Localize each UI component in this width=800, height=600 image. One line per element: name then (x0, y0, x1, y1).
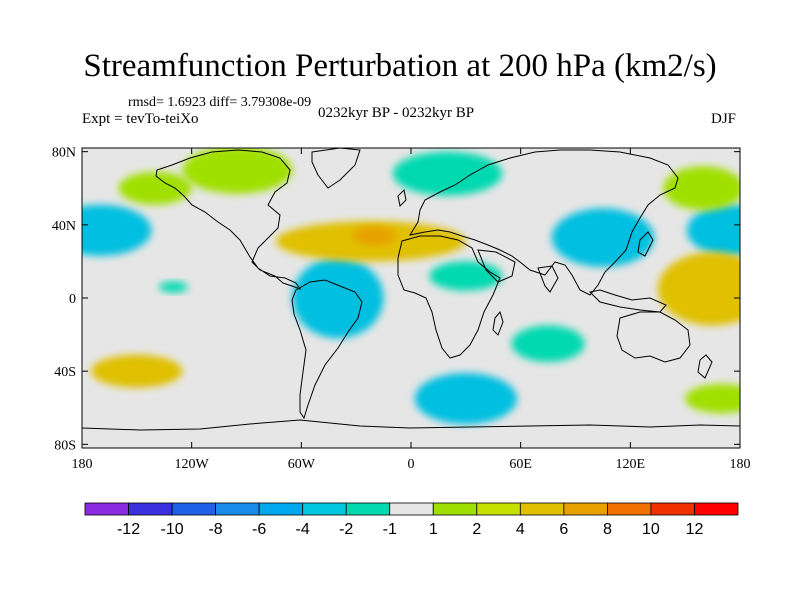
anomaly-field (82, 148, 740, 425)
colorbar-swatch (84, 502, 129, 516)
colorbar-swatch (215, 502, 260, 516)
lon-tick-label: 60W (288, 457, 316, 472)
anomaly-region (91, 354, 183, 388)
colorbar-swatch (128, 502, 173, 516)
anomaly-region (352, 226, 397, 245)
coast-greenland (311, 148, 361, 189)
anomaly-region (118, 171, 192, 205)
experiment-label: Expt = tevTo-teiXo (82, 111, 199, 127)
anomaly-region (414, 373, 518, 425)
lon-tick-label: 120W (175, 457, 210, 472)
anomaly-region (511, 325, 585, 363)
anomaly-region (429, 261, 503, 291)
coast-australia (616, 311, 691, 363)
colorbar-swatch (607, 502, 652, 516)
colorbar-label: -8 (208, 521, 222, 538)
coast-north-america (155, 149, 302, 291)
coast-africa (397, 235, 501, 359)
colorbar-swatch (258, 502, 304, 516)
colorbar-swatch (302, 502, 347, 516)
coast-arabia (477, 249, 516, 283)
colorbar-swatch (650, 502, 695, 516)
map-axes: 180 120W 60W 0 60E 120E 180 80N 40N 0 40S 80S (52, 146, 751, 472)
coastlines (82, 148, 740, 431)
colorbar-label: 6 (559, 521, 568, 538)
colorbar-swatch (345, 502, 391, 516)
coast-eurasia (408, 149, 679, 296)
lat-tick-label: 80S (54, 438, 76, 453)
colorbar-swatch (389, 502, 434, 516)
coast-south-america (291, 279, 363, 420)
colorbar-label: 12 (686, 521, 704, 538)
lon-tick-label: 120E (616, 457, 646, 472)
colorbar-swatch (432, 502, 478, 516)
coast-india (537, 265, 559, 293)
lat-tick-label: 40S (54, 365, 76, 380)
lon-tick-label: 60E (509, 457, 532, 472)
map-background (82, 148, 740, 448)
colorbar-label: -4 (296, 521, 310, 538)
chart-title: Streamfunction Perturbation at 200 hPa (… (83, 48, 717, 84)
lon-tick-label: 180 (72, 457, 93, 472)
colorbar-label: -2 (339, 521, 353, 538)
lon-tick-label: 180 (730, 457, 751, 472)
coast-uk (397, 188, 407, 208)
coast-madagascar (492, 310, 504, 336)
colorbar-label: -12 (117, 521, 140, 538)
colorbar-label: -1 (383, 521, 397, 538)
coast-new-zealand (697, 354, 713, 379)
lon-tick-label: 0 (408, 457, 415, 472)
period-label: 0232kyr BP - 0232kyr BP (318, 105, 475, 121)
colorbar-swatch (476, 502, 521, 516)
colorbar-label: 10 (642, 521, 660, 538)
stats-label: rmsd= 1.6923 diff= 3.79308e-09 (128, 95, 312, 110)
anomaly-region (292, 257, 384, 339)
anomaly-region (687, 204, 740, 256)
colorbar-label: -10 (161, 521, 184, 538)
anomaly-region (392, 151, 503, 196)
season-label: DJF (711, 111, 737, 127)
anomaly-region (663, 166, 740, 211)
anomaly-region (182, 148, 293, 194)
colorbar-swatch (563, 502, 608, 516)
colorbar-label: 1 (429, 521, 438, 538)
coast-japan (637, 231, 654, 257)
colorbar-label: -6 (252, 521, 266, 538)
colorbar-label: 4 (516, 521, 525, 538)
anomaly-region (158, 281, 189, 293)
colorbar-swatch (694, 502, 739, 516)
anomaly-region (551, 208, 655, 267)
lat-tick-label: 0 (69, 292, 76, 307)
coast-indonesia (588, 289, 667, 313)
anomaly-region (657, 252, 740, 326)
anomaly-region (82, 204, 152, 256)
lat-tick-label: 80N (52, 146, 76, 161)
colorbar-label: 2 (472, 521, 481, 538)
coast-antarctica (82, 419, 740, 431)
colorbar-swatch (171, 502, 216, 516)
colorbar-label: 8 (603, 521, 612, 538)
lat-tick-label: 40N (52, 219, 76, 234)
colorbar-swatch (519, 502, 565, 516)
anomaly-region (685, 383, 740, 414)
colorbar: -12 -10 -8 -6 -4 -2 -1 1 2 4 6 8 10 12 (84, 502, 739, 538)
